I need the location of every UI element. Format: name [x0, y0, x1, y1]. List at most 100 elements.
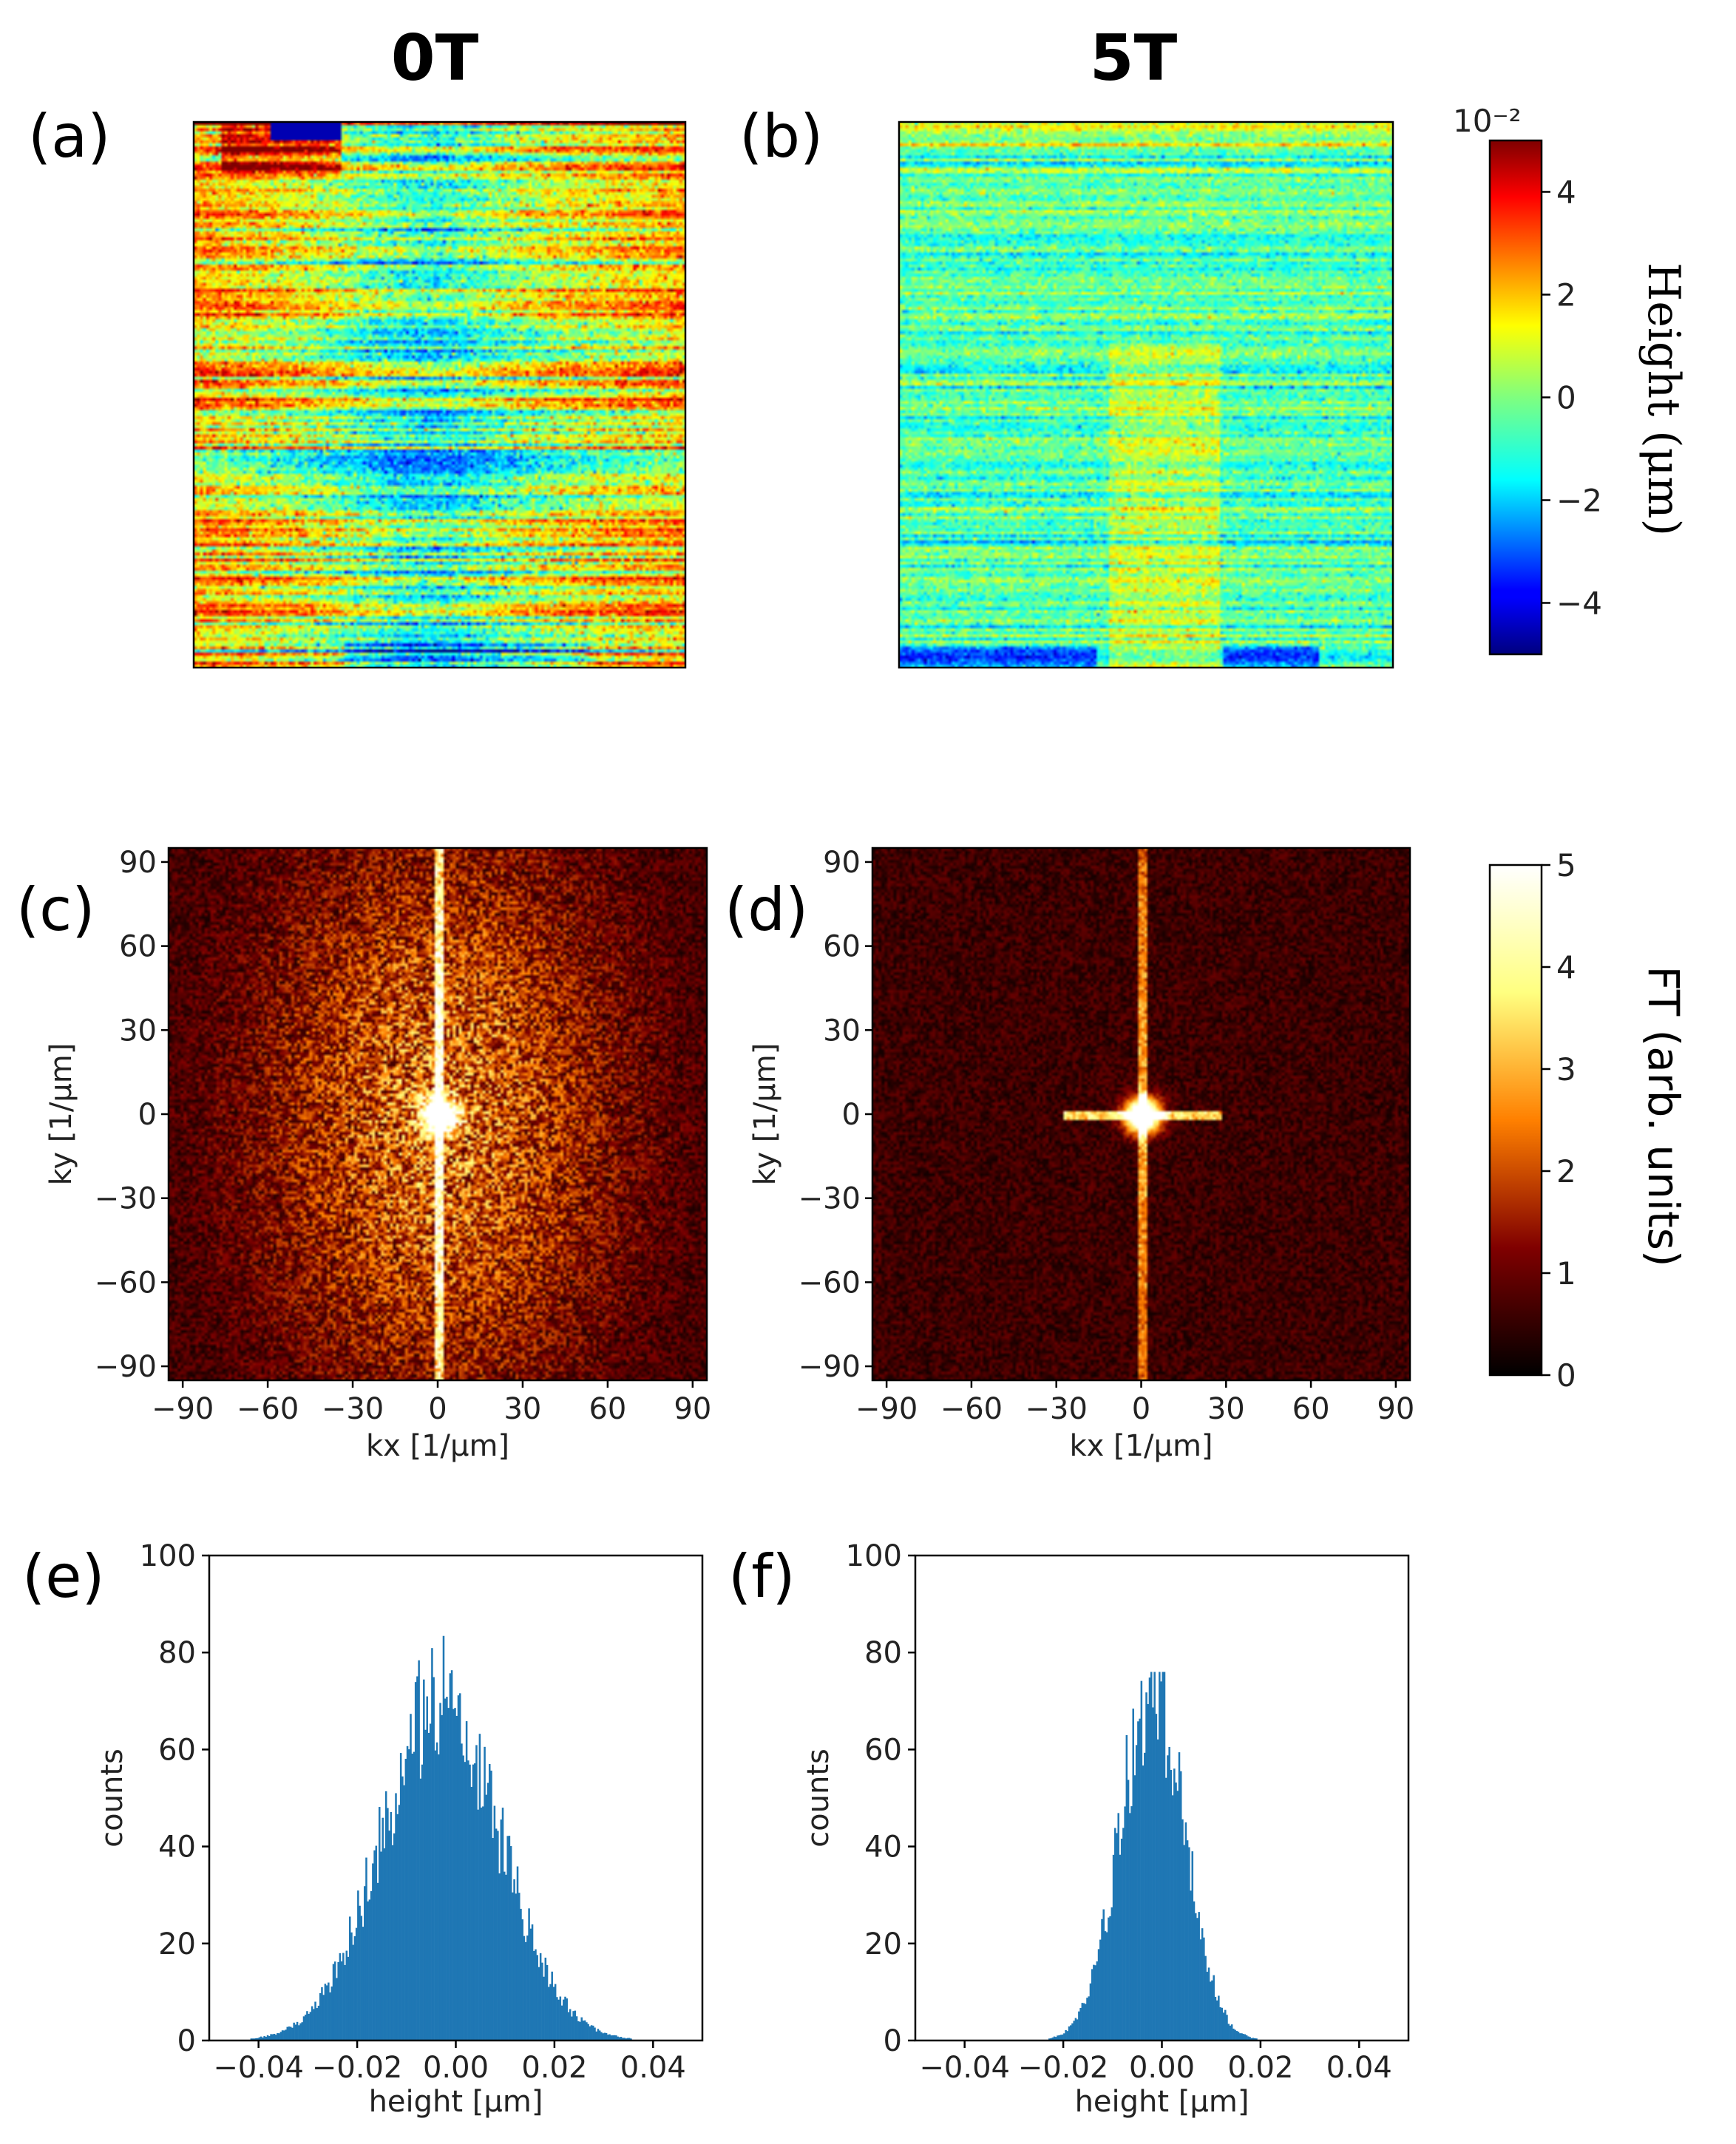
y-tick-label: 40: [158, 1831, 196, 1865]
histogram-bar: [1164, 1777, 1167, 2040]
histogram-bar: [1191, 1851, 1194, 2040]
histogram-bar: [1074, 2018, 1077, 2040]
histogram-bar: [319, 1992, 322, 2040]
histogram-bar: [598, 2030, 601, 2040]
histogram-bar: [429, 1723, 432, 2040]
histogram-bar: [543, 1976, 545, 2040]
histogram-bar: [278, 2033, 280, 2040]
histogram-bar: [309, 2012, 312, 2040]
height-colorbar-exponent: 10⁻²: [1453, 103, 1521, 139]
histogram-bar: [289, 2026, 292, 2040]
histogram-bar: [419, 1778, 422, 2040]
histogram-bar: [388, 1831, 390, 2040]
colorbar-tick-label: −4: [1556, 586, 1602, 622]
histogram-bar: [433, 1677, 435, 2040]
histogram-bar: [1125, 1734, 1128, 2040]
histogram-bar: [531, 1924, 534, 2040]
histogram-bar: [340, 1961, 343, 2040]
histogram-bar: [302, 2016, 305, 2040]
histogram-bar: [383, 1848, 386, 2040]
histogram-bar: [457, 1695, 460, 2040]
histogram-bar: [306, 2011, 308, 2040]
histogram-bar: [311, 2006, 313, 2040]
histogram-bar: [500, 1819, 503, 2040]
histogram-bar: [1219, 2007, 1221, 2040]
histogram-bar: [580, 2017, 583, 2040]
histogram-bar: [1184, 1822, 1187, 2040]
histogram-bar: [505, 1874, 507, 2040]
histogram-bar: [498, 1873, 501, 2040]
histogram-bar: [1235, 2031, 1238, 2040]
histogram-bar: [1079, 2007, 1082, 2040]
histogram-bar: [452, 1709, 455, 2040]
histogram-bar: [1155, 1714, 1158, 2040]
x-tick-label: −90: [855, 1392, 918, 1426]
panel-label-f: (f): [728, 1542, 796, 1611]
histogram-bar: [1142, 1765, 1145, 2040]
histogram-bar: [298, 2025, 300, 2040]
histogram-bar: [260, 2036, 262, 2040]
height-map-a: [192, 121, 687, 669]
x-tick-label: 90: [674, 1392, 711, 1426]
histogram-bar: [434, 1750, 437, 2040]
x-tick-label: 0: [1132, 1392, 1150, 1426]
ft-map-c: −90 −60 −30 0 30 60 90 90 60 30 0 −30 −60 −90 kx [1/μm…: [44, 846, 711, 1463]
histogram-f: −0.04 −0.02 0.00 0.02 0.04 0 20 40 60 80 100 height…: [801, 1539, 1410, 2119]
histogram-bar: [563, 1999, 565, 2040]
histogram-bar: [495, 1828, 498, 2040]
histogram-bar: [575, 2016, 578, 2040]
histogram-bar: [587, 2023, 589, 2040]
histogram-bar: [1168, 1746, 1170, 2040]
histogram-bar: [376, 1882, 379, 2040]
histogram-bar: [458, 1693, 461, 2040]
histogram-bar: [332, 1964, 335, 2040]
histogram-bar: [478, 1734, 481, 2040]
histogram-bar: [304, 2015, 307, 2040]
histogram-bar: [268, 2035, 271, 2040]
colorbar-tick-label: 5: [1556, 847, 1576, 883]
histogram-bar: [438, 1754, 440, 2040]
histogram-bar: [266, 2035, 269, 2040]
histogram-bar: [285, 2029, 287, 2040]
histogram-bar: [623, 2038, 625, 2040]
histogram-bar: [314, 2001, 316, 2040]
histogram-bar: [1144, 1752, 1146, 2040]
histogram-bar: [277, 2033, 279, 2040]
histogram-bar: [313, 2009, 315, 2040]
y-tick-label: −30: [799, 1182, 861, 1216]
histogram-bar: [467, 1760, 469, 2040]
histogram-bar: [503, 1871, 506, 2040]
histogram-bar: [427, 1732, 430, 2040]
histogram-bar: [516, 1866, 519, 2040]
histogram-bar: [1048, 2038, 1051, 2040]
histogram-e: −0.04 −0.02 0.00 0.02 0.04 0 20 40 60 80 100 height…: [95, 1539, 704, 2119]
histogram-bar: [469, 1764, 471, 2040]
histogram-bar: [1201, 1928, 1204, 2040]
histogram-bar: [288, 2026, 291, 2040]
histogram-bar: [600, 2032, 603, 2040]
histogram-bar: [1245, 2035, 1248, 2040]
histogram-bar: [464, 1762, 467, 2040]
x-tick-label: −30: [322, 1392, 384, 1426]
histogram-bar: [273, 2033, 276, 2040]
histogram-bar: [1086, 1998, 1088, 2040]
histogram-bar: [257, 2038, 259, 2040]
histogram-bar: [1081, 2003, 1084, 2040]
histogram-bar: [1137, 1721, 1139, 2040]
histogram-bar: [1147, 1703, 1150, 2040]
histogram-bar: [380, 1851, 382, 2040]
histogram-bar: [446, 1697, 448, 2040]
histogram-bar: [508, 1836, 511, 2040]
histogram-bar: [549, 1984, 552, 2040]
histogram-bar: [348, 1916, 351, 2040]
histogram-bar: [574, 2010, 577, 2040]
histogram-bar: [548, 1987, 550, 2040]
histogram-bar: [1156, 1739, 1159, 2040]
histogram-bar: [1204, 1955, 1207, 2040]
histogram-bar: [344, 1964, 346, 2040]
x-tick-label: 0.02: [1227, 2051, 1293, 2085]
histogram-bar: [597, 2029, 600, 2040]
y-tick-label: 100: [140, 1539, 196, 1573]
histogram-bar: [1249, 2037, 1251, 2040]
y-axis-label: counts: [95, 1748, 129, 1848]
